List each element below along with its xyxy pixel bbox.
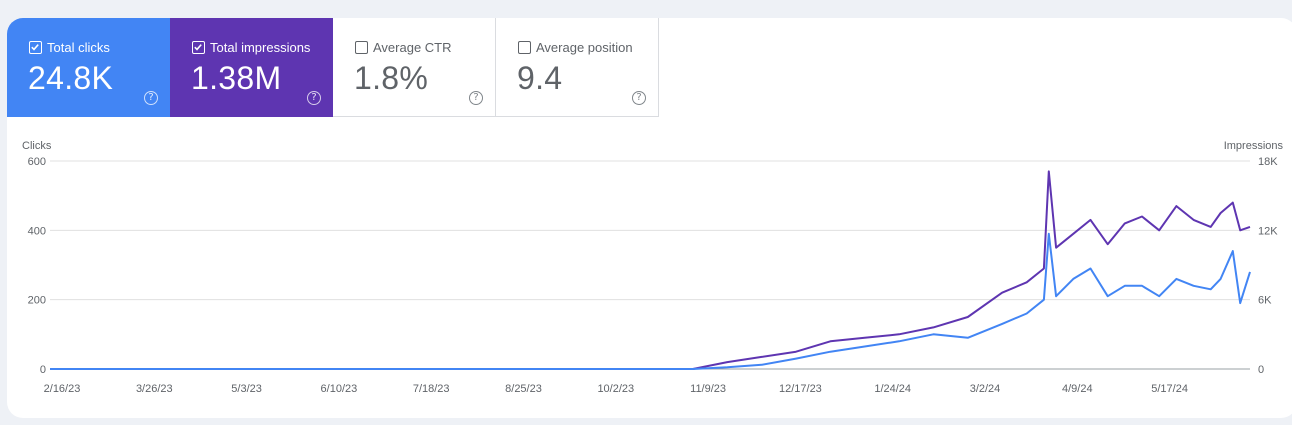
metric-label: Average CTR (373, 40, 452, 55)
help-circle-icon[interactable]: ? (144, 91, 158, 105)
y-tick-labels: 0 0 200 6K 400 12K 600 18K (28, 156, 1279, 376)
metric-label: Total impressions (210, 40, 311, 55)
x-tick-label: 4/9/24 (1062, 383, 1093, 395)
x-tick-label: 7/18/23 (413, 383, 450, 395)
help-circle-icon[interactable]: ? (307, 91, 321, 105)
performance-card: Total clicks 24.8K ? Total impressions 1… (7, 18, 1292, 418)
performance-line-chart: Clicks Impressions 0 0 200 6K 400 12K 600 18K 2… (22, 140, 1284, 395)
x-tick-label: 5/17/24 (1151, 383, 1188, 395)
metric-value: 9.4 (517, 60, 563, 96)
x-tick-label: 3/26/23 (136, 383, 173, 395)
series-line-clicks (50, 232, 1251, 370)
checkbox-checked-icon[interactable] (29, 41, 42, 54)
y-left-tick-label: 600 (28, 156, 46, 168)
y-left-tick-label: 0 (40, 364, 46, 376)
x-tick-label: 2/16/23 (44, 383, 81, 395)
checkbox-unchecked-icon[interactable] (518, 41, 531, 54)
metric-tile-total-clicks[interactable]: Total clicks 24.8K ? (7, 18, 170, 117)
x-tick-label: 3/2/24 (970, 383, 1001, 395)
metric-tiles: Total clicks 24.8K ? Total impressions 1… (7, 18, 659, 117)
metric-value: 24.8K (28, 60, 114, 96)
left-axis-label: Clicks (22, 140, 52, 152)
help-circle-icon[interactable]: ? (632, 91, 646, 105)
metric-tile-total-impressions[interactable]: Total impressions 1.38M ? (170, 18, 333, 117)
metric-label: Average position (536, 40, 633, 55)
help-circle-icon[interactable]: ? (469, 91, 483, 105)
metric-value: 1.38M (191, 60, 282, 96)
metric-tile-average-position[interactable]: Average position 9.4 ? (496, 18, 659, 117)
y-left-tick-label: 200 (28, 295, 46, 307)
y-right-tick-label: 18K (1258, 156, 1278, 168)
y-left-tick-label: 400 (28, 225, 46, 237)
x-tick-label: 5/3/23 (231, 383, 262, 395)
y-right-tick-label: 12K (1258, 225, 1278, 237)
x-tick-label: 12/17/23 (779, 383, 822, 395)
right-axis-label: Impressions (1224, 140, 1284, 152)
metric-value: 1.8% (354, 60, 429, 96)
x-tick-label: 10/2/23 (597, 383, 634, 395)
x-tick-label: 1/24/24 (874, 383, 911, 395)
x-tick-labels: 2/16/23 3/26/23 5/3/23 6/10/23 7/18/23 8/25/2… (44, 383, 1188, 395)
metric-label: Total clicks (47, 40, 110, 55)
y-right-tick-label: 0 (1258, 364, 1264, 376)
metric-tile-average-ctr[interactable]: Average CTR 1.8% ? (333, 18, 496, 117)
y-right-tick-label: 6K (1258, 295, 1272, 307)
series-lines (50, 170, 1251, 370)
series-line-impressions (50, 170, 1251, 370)
checkbox-checked-icon[interactable] (192, 41, 205, 54)
grid-lines (50, 160, 1250, 370)
x-tick-label: 11/9/23 (690, 383, 726, 395)
x-tick-label: 6/10/23 (321, 383, 358, 395)
x-tick-label: 8/25/23 (505, 383, 542, 395)
checkbox-unchecked-icon[interactable] (355, 41, 368, 54)
